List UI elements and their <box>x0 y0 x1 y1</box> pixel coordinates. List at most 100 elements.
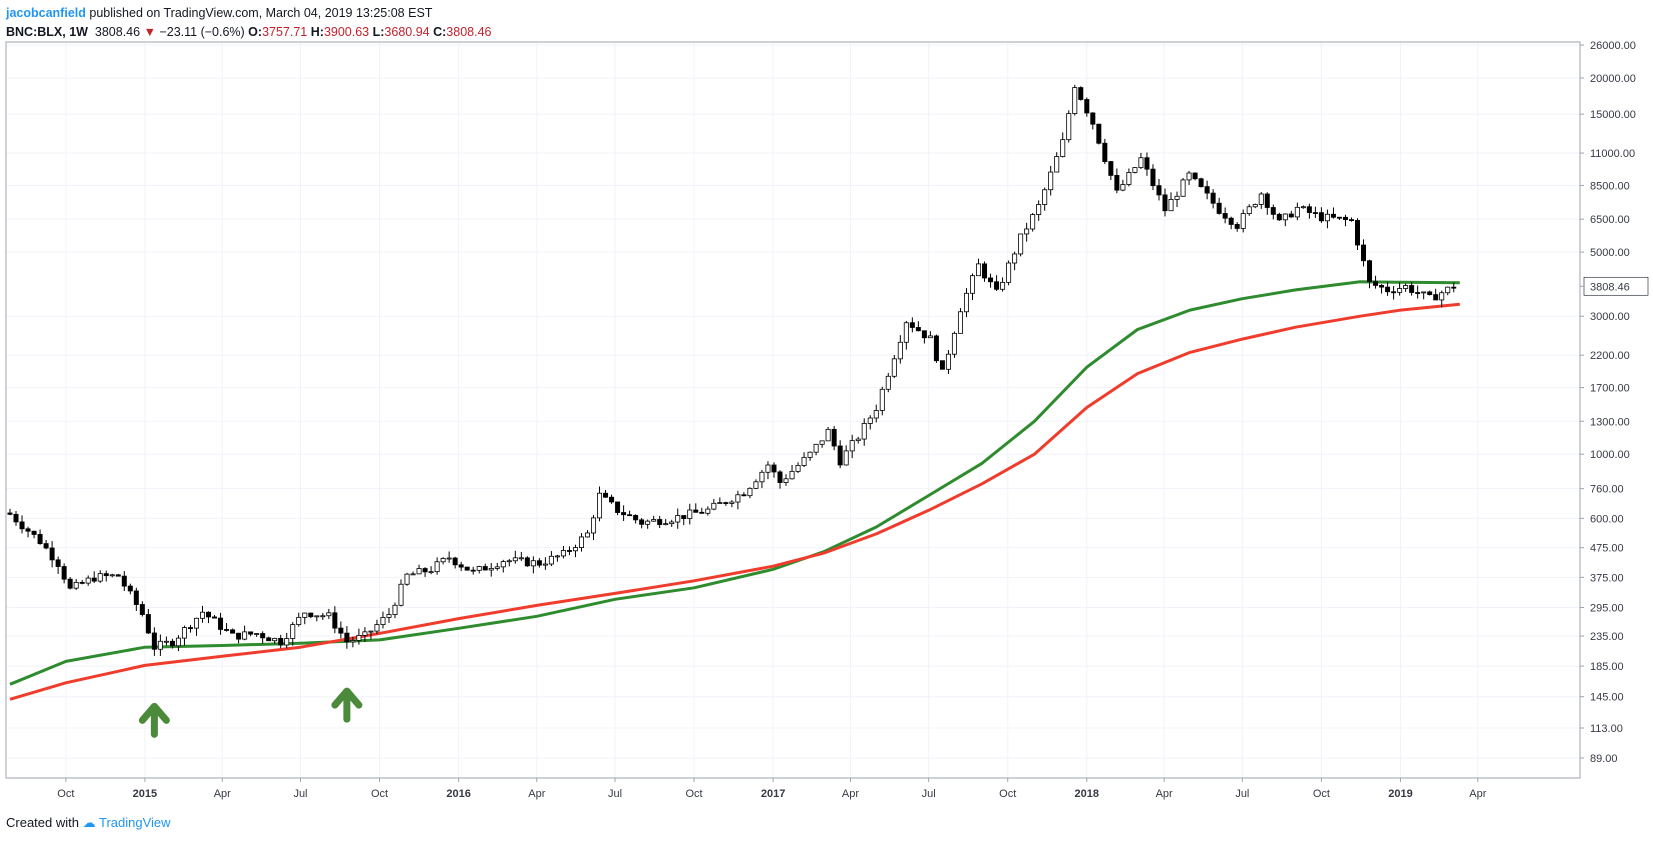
candle <box>789 465 795 480</box>
candle-body-down <box>1198 178 1204 188</box>
candle-body-down <box>1367 260 1373 283</box>
candle <box>404 572 410 586</box>
time-axis[interactable]: Oct 2015 Apr Jul Oct 2016 Apr Jul Oct 2017 Apr Jul O… <box>57 778 1487 800</box>
candle-body-down <box>452 557 458 566</box>
candle <box>1012 251 1018 271</box>
candle-body-down <box>1318 212 1324 222</box>
candle-body-down <box>1144 157 1150 170</box>
candle-body-down <box>37 534 43 545</box>
candle-body-down <box>1361 244 1367 262</box>
candle-body-up <box>597 492 603 519</box>
candle <box>362 627 368 642</box>
candle-body-up <box>813 443 819 453</box>
annotation-arrows <box>138 687 363 738</box>
candle-body-up <box>789 470 795 480</box>
candle-body-down <box>1373 281 1379 286</box>
candle-body-up <box>591 517 597 534</box>
candle <box>7 508 13 516</box>
candle <box>488 563 494 577</box>
symbol-label[interactable]: BNC:BLX, 1W <box>6 25 88 39</box>
candle <box>1198 177 1204 188</box>
candle <box>49 541 55 568</box>
candle <box>500 559 506 573</box>
down-triangle-icon: ▼ <box>143 25 156 39</box>
candle-body-up <box>867 417 873 424</box>
candle-body-down <box>248 631 254 635</box>
candle-body-up <box>1126 172 1132 185</box>
candle <box>1397 282 1403 296</box>
candle <box>193 617 199 636</box>
candle-body-up <box>1403 285 1409 289</box>
candle-body-down <box>1210 192 1216 204</box>
candle-body-up <box>747 487 753 497</box>
candle-body-down <box>19 521 25 530</box>
candle <box>957 308 963 334</box>
candle-body-up <box>1180 179 1186 197</box>
candle <box>1036 200 1042 221</box>
price-axis[interactable]: 26000.00 20000.00 15000.00 11000.00 8500.00 6… <box>1580 40 1649 765</box>
candle <box>392 602 398 619</box>
y-tick-label: 235.00 <box>1590 631 1624 643</box>
candle <box>1066 110 1072 143</box>
candle <box>1330 207 1336 219</box>
candle-body-up <box>560 550 566 557</box>
candle-body-down <box>1264 193 1270 208</box>
up-arrow-icon <box>138 702 170 738</box>
low-label: L: <box>372 25 385 39</box>
candle <box>1168 192 1174 212</box>
candle-body-up <box>885 375 891 390</box>
y-tick-label: 2200.00 <box>1590 350 1630 362</box>
candle-body-down <box>1204 186 1210 194</box>
candle-body-down <box>133 590 139 605</box>
candle-body-up <box>819 440 825 445</box>
candle-body-down <box>103 573 109 577</box>
candle-body-down <box>464 566 470 571</box>
y-tick-label: 5000.00 <box>1590 247 1630 259</box>
tradingview-brand-link[interactable]: TradingView <box>99 815 171 830</box>
x-tick-label: Oct <box>371 788 388 800</box>
candle <box>1415 285 1421 299</box>
candle-body-down <box>1409 285 1415 293</box>
candle-body-up <box>410 573 416 576</box>
candle <box>1373 275 1379 289</box>
candle <box>506 559 512 567</box>
candle <box>1120 179 1126 192</box>
candle-body-down <box>218 617 224 630</box>
candle-body-down <box>1415 292 1421 294</box>
candle <box>206 611 212 624</box>
candle-body-down <box>933 335 939 362</box>
candle <box>1108 160 1114 181</box>
candle <box>1048 165 1054 196</box>
candle <box>326 608 332 619</box>
candle-body-up <box>181 627 187 639</box>
candle-body-up <box>548 555 554 565</box>
candle-body-up <box>1445 286 1451 294</box>
candle <box>416 564 422 575</box>
candle <box>157 634 163 656</box>
candle <box>723 501 729 506</box>
candle <box>994 275 1000 292</box>
candle <box>657 515 663 529</box>
candle <box>476 565 482 574</box>
candle <box>482 563 488 571</box>
candle <box>560 545 566 559</box>
candle-body-down <box>224 629 230 631</box>
author-link[interactable]: jacobcanfield <box>6 6 86 20</box>
y-tick-label: 3000.00 <box>1590 311 1630 323</box>
candle <box>741 492 747 497</box>
candle <box>566 546 572 556</box>
candle-body-down <box>741 494 747 497</box>
candle-body-up <box>735 494 741 503</box>
candle-body-down <box>187 627 193 629</box>
candle-body-up <box>302 612 308 618</box>
candle-body-down <box>1355 220 1361 246</box>
candle-body-up <box>1000 281 1006 290</box>
candle-body-up <box>193 617 199 629</box>
candle-body-up <box>1246 206 1252 214</box>
candle <box>1264 192 1270 215</box>
candle-body-up <box>1240 213 1246 229</box>
high-label: H: <box>310 25 324 39</box>
candle <box>783 474 789 486</box>
candle <box>801 452 807 467</box>
